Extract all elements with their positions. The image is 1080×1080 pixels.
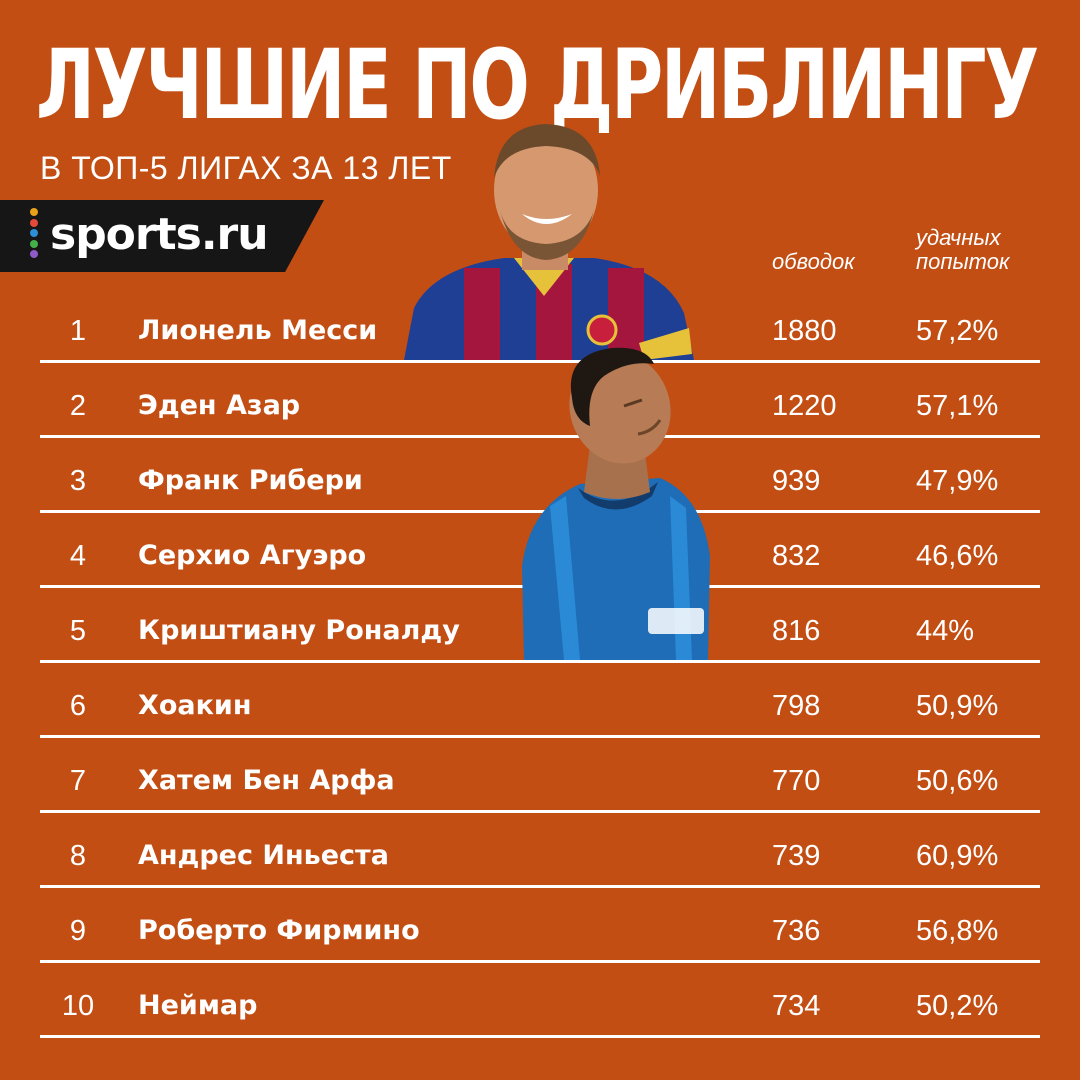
player-name-cell: Криштиану Роналду: [138, 615, 460, 646]
table-row: 5 Криштиану Роналду 816 44%: [40, 588, 1040, 663]
table-row: 3 Франк Рибери 939 47,9%: [40, 438, 1040, 513]
dribbles-cell: 816: [772, 615, 821, 647]
logo-dots-icon: [29, 208, 39, 261]
player-name-cell: Андрес Иньеста: [138, 840, 389, 871]
rank-cell: 8: [69, 840, 87, 872]
success-rate-cell: 50,6%: [916, 765, 999, 797]
column-header-dribbles: обводок: [772, 249, 855, 274]
page-subtitle: В ТОП-5 ЛИГАХ ЗА 13 ЛЕТ: [40, 150, 452, 186]
table-row: 8 Андрес Иньеста 739 60,9%: [40, 813, 1040, 888]
success-rate-cell: 50,9%: [916, 690, 999, 722]
row-divider: [40, 435, 1040, 438]
player-name-cell: Неймар: [138, 990, 258, 1021]
dribbles-cell: 739: [772, 840, 821, 872]
player-name-cell: Эден Азар: [138, 390, 301, 421]
logo-dot: [30, 218, 38, 227]
player-name-cell: Лионель Месси: [138, 315, 378, 346]
success-rate-cell: 56,8%: [916, 915, 999, 947]
rank-cell: 7: [69, 765, 87, 797]
table-row: 10 Неймар 734 50,2%: [40, 963, 1040, 1038]
row-divider: [40, 735, 1040, 738]
success-rate-cell: 50,2%: [916, 990, 999, 1022]
dribbles-cell: 736: [772, 915, 821, 947]
rank-cell: 3: [69, 465, 87, 497]
player-name-cell: Франк Рибери: [138, 465, 363, 496]
dribbles-cell: 832: [772, 540, 821, 572]
row-divider: [40, 660, 1040, 663]
success-rate-cell: 44%: [916, 615, 975, 647]
table-row: 7 Хатем Бен Арфа 770 50,6%: [40, 738, 1040, 813]
dribbles-cell: 939: [772, 465, 821, 497]
table-row: 6 Хоакин 798 50,9%: [40, 663, 1040, 738]
rank-cell: 5: [69, 615, 87, 647]
logo-dot: [30, 250, 38, 258]
rank-cell: 6: [69, 690, 87, 722]
success-rate-cell: 46,6%: [916, 540, 999, 572]
logo-dot: [30, 229, 38, 237]
success-rate-cell: 57,2%: [916, 315, 999, 347]
logo-text: sports.ru: [50, 209, 269, 260]
player-name-cell: Хатем Бен Арфа: [138, 765, 395, 796]
table-row: 1 Лионель Месси 1880 57,2%: [40, 288, 1040, 363]
success-rate-cell: 47,9%: [916, 465, 999, 497]
rank-cell: 1: [69, 315, 87, 347]
success-rate-cell: 57,1%: [916, 390, 999, 422]
table-row: 2 Эден Азар 1220 57,1%: [40, 363, 1040, 438]
dribbles-cell: 1220: [772, 390, 837, 422]
row-divider: [40, 360, 1040, 363]
logo-dot: [30, 208, 38, 216]
column-header-success: удачных попыток: [916, 225, 1010, 274]
row-divider: [40, 510, 1040, 513]
row-divider: [40, 1035, 1040, 1038]
page-title: ЛУЧШИЕ ПО ДРИБЛИНГУ: [36, 29, 1039, 141]
sports-ru-logo: sports.ru: [0, 200, 324, 272]
row-divider: [40, 885, 1040, 888]
row-divider: [40, 810, 1040, 813]
player-name-cell: Роберто Фирмино: [138, 915, 420, 946]
player-photo-ronaldo: [520, 346, 714, 660]
success-rate-cell: 60,9%: [916, 840, 999, 872]
player-name-cell: Хоакин: [138, 690, 252, 721]
logo-dot: [30, 239, 38, 248]
rank-cell: 4: [69, 540, 87, 572]
player-name-cell: Серхио Агуэро: [138, 540, 367, 571]
dribbles-cell: 1880: [772, 315, 837, 347]
dribbles-cell: 734: [772, 990, 821, 1022]
rank-cell: 2: [69, 390, 87, 422]
ranking-table: 1 Лионель Месси 1880 57,2% 2 Эден Азар 1…: [40, 288, 1040, 1038]
dribbles-cell: 798: [772, 690, 821, 722]
rank-cell: 10: [61, 990, 95, 1022]
row-divider: [40, 960, 1040, 963]
dribbles-cell: 770: [772, 765, 821, 797]
player-photo-messi: [394, 118, 698, 360]
rank-cell: 9: [69, 915, 87, 947]
table-row: 9 Роберто Фирмино 736 56,8%: [40, 888, 1040, 963]
